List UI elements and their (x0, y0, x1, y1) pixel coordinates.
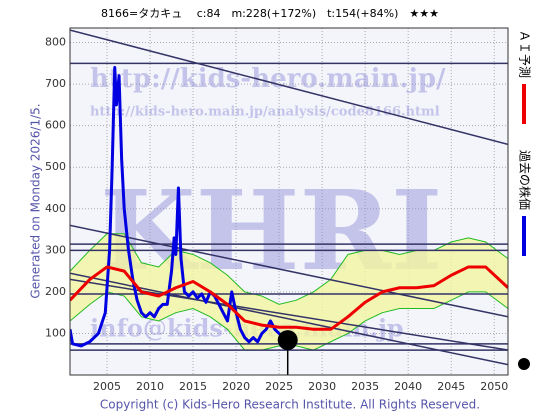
side-note: Generated on Monday 2026/1/5. (29, 103, 43, 298)
y-tick-label: 700 (45, 77, 66, 90)
watermark: http://kids-hero.main.jp/analysis/code81… (90, 105, 440, 120)
plot-frame (69, 27, 509, 376)
plot-area: http://kids-hero.main.jp/http://kids-her… (70, 28, 508, 375)
y-tick-label: 100 (45, 326, 66, 339)
series-line (70, 265, 508, 331)
x-tick-label: 2010 (136, 380, 164, 393)
watermark: http://kids-hero.main.jp/ (90, 64, 446, 94)
y-tick-label: 800 (45, 36, 66, 49)
x-tick-label: 2035 (351, 380, 379, 393)
x-tick-label: 2030 (308, 380, 336, 393)
x-tick-label: 2050 (480, 380, 508, 393)
x-tick-label: 2025 (265, 380, 293, 393)
y-tick-label: 200 (45, 285, 66, 298)
trend-line (70, 272, 508, 366)
x-tick-label: 2040 (394, 380, 422, 393)
legend-swatch (518, 358, 530, 370)
legend-label: ＡＩ予測 (518, 30, 532, 78)
y-tick-label: 400 (45, 202, 66, 215)
legend-label: 過去の株価 (518, 150, 533, 210)
latest-marker (277, 330, 298, 351)
x-tick-label: 2020 (222, 380, 250, 393)
header: 8166=タカキュ c:84 m:228(+172%) t:154(+84%) … (101, 7, 439, 20)
y-tick-label: 600 (45, 119, 66, 132)
trend-line (70, 224, 508, 318)
forecast-band (70, 233, 508, 351)
series-line (70, 65, 289, 348)
x-tick-label: 2045 (437, 380, 465, 393)
trend-line (70, 29, 508, 146)
y-tick-label: 300 (45, 243, 66, 256)
y-tick-label: 500 (45, 160, 66, 173)
footer: Copyright (c) Kids-Hero Research Institu… (100, 398, 480, 412)
x-tick-label: 2015 (179, 380, 207, 393)
x-tick-label: 2005 (93, 380, 121, 393)
